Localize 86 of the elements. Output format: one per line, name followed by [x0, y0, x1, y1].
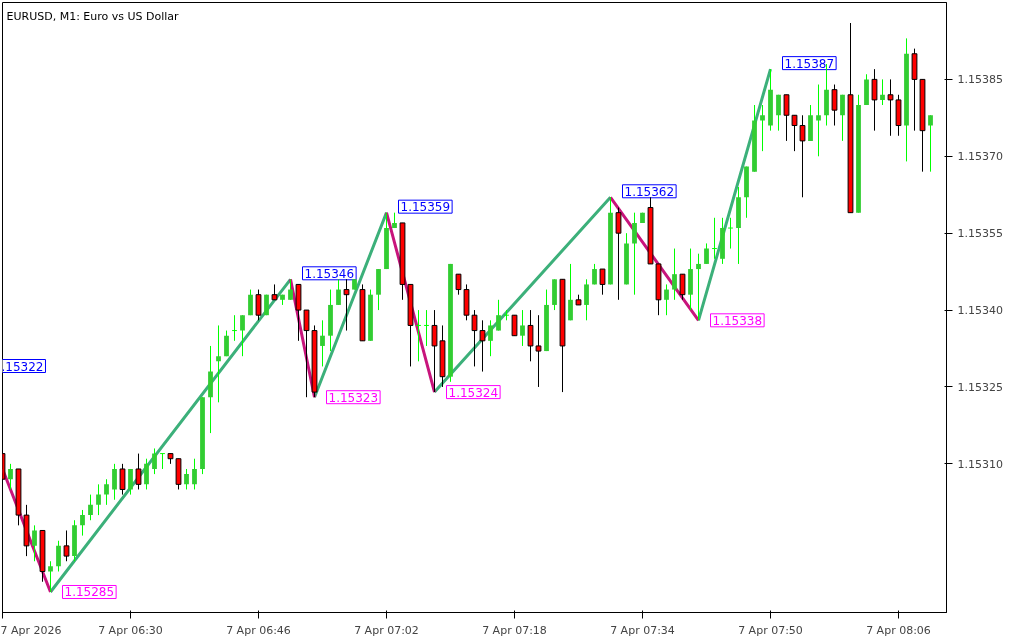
candlestick [584, 278, 589, 321]
candlestick [479, 319, 486, 373]
candlestick [496, 299, 501, 332]
candlestick [112, 463, 117, 501]
candlestick [192, 458, 197, 490]
candlestick [511, 314, 518, 337]
y-tick-label: 1.15370 [957, 150, 1003, 164]
candlestick [184, 468, 189, 490]
candlestick [871, 68, 878, 132]
x-tick-label: 7 Apr 06:30 [98, 623, 163, 637]
annotation: .15322 [1, 359, 44, 374]
candlestick [240, 314, 245, 357]
candlestick [144, 458, 149, 490]
candlestick [320, 319, 325, 367]
candlestick [159, 453, 166, 470]
candlestick [672, 248, 677, 301]
candlestick [248, 289, 253, 316]
candlestick [8, 463, 13, 490]
annotation: 1.15387 [784, 56, 835, 71]
x-tick-label: 7 Apr 07:50 [738, 623, 803, 637]
candlestick [568, 263, 573, 321]
candlestick [887, 78, 894, 137]
candlestick [128, 468, 133, 496]
candlestick [63, 529, 70, 562]
candlestick [48, 560, 53, 593]
candlestick [216, 324, 221, 403]
candlestick [928, 114, 933, 173]
candlestick [776, 94, 781, 132]
y-tick-label: 1.15385 [957, 73, 1003, 87]
candlestick [704, 242, 709, 265]
candlestick [520, 309, 525, 347]
candlestick [527, 309, 534, 362]
candlestick [880, 78, 885, 106]
candlestick [711, 217, 718, 260]
x-tick-label: 7 Apr 07:18 [482, 623, 547, 637]
candlestick [343, 278, 350, 332]
candlestick [615, 207, 622, 301]
candlestick [119, 463, 126, 496]
annotation: 1.15346 [304, 266, 355, 281]
candlestick [471, 309, 478, 367]
candlestick [231, 314, 238, 342]
candlestick [840, 94, 845, 142]
candlestick [535, 314, 542, 388]
x-tick-label: 7 Apr 06:46 [226, 623, 291, 637]
y-tick-label: 1.15355 [957, 227, 1003, 241]
annotation: 1.15324 [448, 385, 499, 400]
candlestick [488, 319, 493, 357]
candlestick [32, 524, 37, 562]
candlestick [599, 268, 606, 296]
candlestick [760, 104, 765, 152]
candlestick [56, 540, 61, 572]
candlestick [632, 212, 637, 296]
candlestick [503, 309, 510, 321]
y-tick-label: 1.15325 [957, 380, 1003, 394]
candlestick [104, 478, 109, 506]
candlestick [96, 483, 101, 516]
candlestick [816, 84, 821, 157]
candlestick [783, 94, 790, 142]
candlestick [288, 278, 293, 301]
x-tick-label: 7 Apr 07:34 [610, 623, 675, 637]
annotation: 1.15362 [624, 184, 675, 199]
candlestick [224, 330, 229, 357]
candlestick [255, 289, 262, 321]
candlestick [135, 453, 142, 490]
candlestick [423, 309, 430, 347]
annotation: 1.15359 [400, 200, 451, 215]
x-tick-label: 7 Apr 08:06 [866, 623, 931, 637]
candlestick [727, 217, 734, 250]
text: EURUSD, M1: Euro vs US Dollar [6, 9, 180, 23]
annotation: 1.15285 [64, 585, 115, 600]
candlestick [152, 447, 157, 475]
candlestick [303, 309, 310, 398]
y-tick-label: 1.15340 [957, 304, 1003, 318]
x-tick-label: 7 Apr 2026 [0, 623, 62, 637]
candlestick [696, 253, 701, 321]
candlestick [336, 278, 341, 306]
candlestick [664, 283, 669, 316]
annotation: 1.15338 [712, 313, 763, 328]
y-tick-label: 1.15310 [957, 457, 1003, 471]
x-tick-label: 7 Apr 07:02 [354, 623, 419, 637]
candlestick [831, 84, 838, 127]
candlestick [80, 509, 85, 537]
candlestick [88, 494, 93, 521]
candlestick [415, 309, 422, 362]
annotation: 1.15323 [328, 390, 379, 405]
candlestick [679, 273, 686, 301]
